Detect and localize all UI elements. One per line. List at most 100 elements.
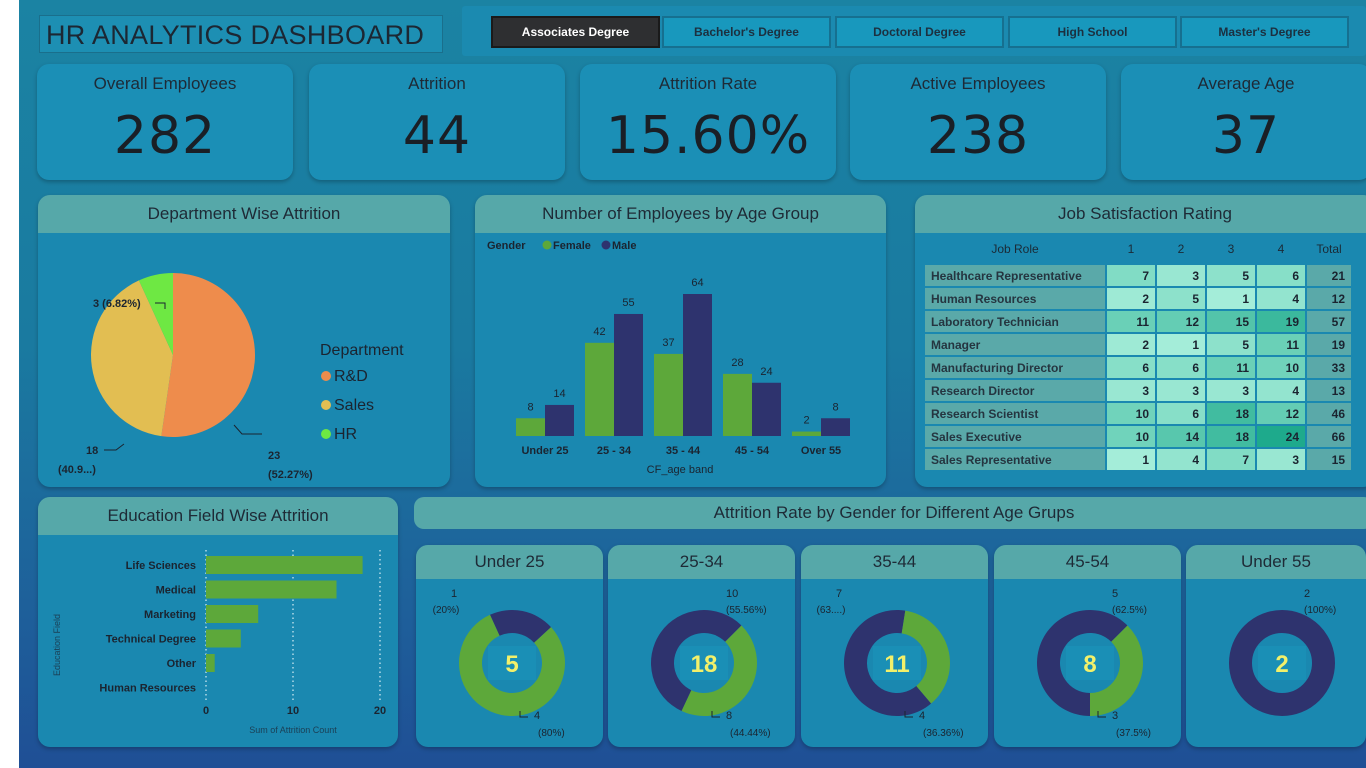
job-role-cell: Manager: [925, 334, 1105, 355]
total-cell: 19: [1307, 334, 1351, 355]
slicer-option-bachelors-degree[interactable]: Bachelor's Degree: [662, 16, 831, 48]
panel-title: Department Wise Attrition: [38, 195, 450, 233]
data-label: 18: [86, 445, 98, 457]
table-row: Manufacturing Director 6 6 11 10 33: [925, 357, 1351, 378]
legend-swatch: [321, 371, 331, 381]
rating-cell: 3: [1107, 380, 1155, 401]
donut-segment-male: [1037, 610, 1128, 716]
rating-cell: 1: [1157, 334, 1205, 355]
table-row: Sales Representative 1 4 7 3 15: [925, 449, 1351, 470]
bar-education-field: [206, 654, 215, 672]
table-row: Healthcare Representative 7 3 5 6 21: [925, 265, 1351, 286]
bar-female: [723, 373, 752, 436]
rating-cell: 4: [1257, 288, 1305, 309]
panel-title: Job Satisfaction Rating: [915, 195, 1366, 233]
legend-item-male: Male: [612, 240, 636, 252]
total-cell: 66: [1307, 426, 1351, 447]
data-label: 2: [803, 415, 809, 427]
legend-swatch-female: [542, 240, 552, 250]
column-header[interactable]: 1: [1127, 242, 1135, 256]
bar-female: [585, 342, 614, 436]
table-row: Research Director 3 3 3 4 13: [925, 380, 1351, 401]
rating-cell: 18: [1207, 426, 1255, 447]
rating-cell: 10: [1257, 357, 1305, 378]
column-header[interactable]: 4: [1277, 242, 1285, 256]
female-pct-label: (80%): [538, 728, 565, 739]
column-header[interactable]: 2: [1177, 242, 1185, 256]
bar-male: [821, 418, 850, 436]
legend-item-hr: HR: [334, 426, 357, 443]
donut-center-value: 11: [884, 651, 909, 678]
job-role-cell: Research Director: [925, 380, 1105, 401]
column-header[interactable]: Job Role: [991, 242, 1039, 256]
bar-male: [614, 313, 643, 436]
bar-education-field: [206, 629, 241, 648]
department-pie-chart: 3 (6.82%) 18 (40.9...) 23 (52.27%) Department…: [58, 273, 404, 481]
donut-segment-female: [681, 625, 757, 716]
rating-cell: 11: [1107, 311, 1155, 332]
bar-education-field: [206, 556, 363, 574]
column-header[interactable]: 3: [1227, 242, 1235, 256]
age-group-panel: Number of Employees by Age Group Gender F…: [475, 195, 886, 487]
bar-male: [545, 404, 574, 436]
pie-slice-hr: [138, 273, 173, 355]
rating-cell: 6: [1257, 265, 1305, 286]
rating-cell: 6: [1157, 357, 1205, 378]
bar-female: [792, 431, 821, 436]
leader-line: [519, 711, 528, 718]
data-label: 8: [832, 401, 838, 413]
rating-cell: 1: [1207, 288, 1255, 309]
dashboard-title: HR ANALYTICS DASHBOARD: [39, 15, 443, 53]
male-count-label: 1: [451, 588, 457, 600]
donut-title: 45-54: [994, 545, 1181, 579]
kpi-value: 238: [926, 106, 1030, 166]
y-tick-label: Human Resources: [99, 683, 196, 695]
x-tick-label: 10: [287, 705, 299, 717]
column-header[interactable]: Total: [1316, 242, 1342, 256]
bar-female: [654, 353, 683, 436]
kpi-overall-employees: Overall Employees 282: [37, 64, 293, 180]
table-row: Laboratory Technician 11 12 15 19 57: [925, 311, 1351, 332]
slicer-option-high-school[interactable]: High School: [1008, 16, 1177, 48]
age-group-bar-chart: Gender Female Male 8 14 Under 25 42 55 25 - 34 37…: [487, 240, 850, 476]
y-tick-label: Marketing: [144, 609, 196, 621]
kpi-value: 15.60%: [605, 106, 811, 166]
legend-swatch: [321, 400, 331, 410]
x-tick-label: 35 - 44: [666, 445, 701, 457]
kpi-attrition: Attrition 44: [309, 64, 565, 180]
female-count-label: 3: [1112, 710, 1118, 722]
x-tick-label: 45 - 54: [735, 445, 770, 457]
donut-center-box: [873, 646, 921, 680]
rating-cell: 4: [1257, 380, 1305, 401]
job-satisfaction-table: Job Role 1 2 3 4 Total Healthcare Repres…: [923, 233, 1353, 472]
male-count-label: 7: [836, 588, 842, 600]
donut-segment-female: [459, 614, 565, 716]
donut-center-value: 8: [1083, 651, 1096, 678]
job-satisfaction-panel: Job Satisfaction Rating Job Role 1 2 3 4…: [915, 195, 1366, 487]
y-tick-label: Medical: [156, 585, 196, 597]
slicer-option-associates-degree[interactable]: Associates Degree: [491, 16, 660, 48]
education-field-panel: Education Field Wise Attrition 0 10 20 Life…: [38, 497, 398, 747]
total-cell: 13: [1307, 380, 1351, 401]
male-count-label: 10: [726, 588, 738, 600]
data-label: 37: [662, 337, 674, 349]
kpi-value: 37: [1211, 106, 1281, 166]
slicer-option-masters-degree[interactable]: Master's Degree: [1180, 16, 1349, 48]
table-row: Human Resources 2 5 1 4 12: [925, 288, 1351, 309]
donut-segment-male: [651, 610, 742, 712]
x-axis-label: CF_age band: [647, 464, 714, 476]
data-label: 64: [691, 277, 703, 289]
male-pct-label: (62.5%): [1112, 605, 1147, 616]
female-count-label: 8: [726, 710, 732, 722]
x-axis-label: Sum of Attrition Count: [249, 725, 337, 735]
total-cell: 57: [1307, 311, 1351, 332]
slicer-option-doctoral-degree[interactable]: Doctoral Degree: [835, 16, 1004, 48]
rating-cell: 7: [1207, 449, 1255, 470]
bar-male: [752, 382, 781, 436]
male-pct-label: (55.56%): [726, 605, 767, 616]
donut-segment-male: [844, 610, 932, 716]
donut-title: 25-34: [608, 545, 795, 579]
kpi-active-employees: Active Employees 238: [850, 64, 1106, 180]
donut-center-box: [488, 646, 536, 680]
rating-cell: 18: [1207, 403, 1255, 424]
